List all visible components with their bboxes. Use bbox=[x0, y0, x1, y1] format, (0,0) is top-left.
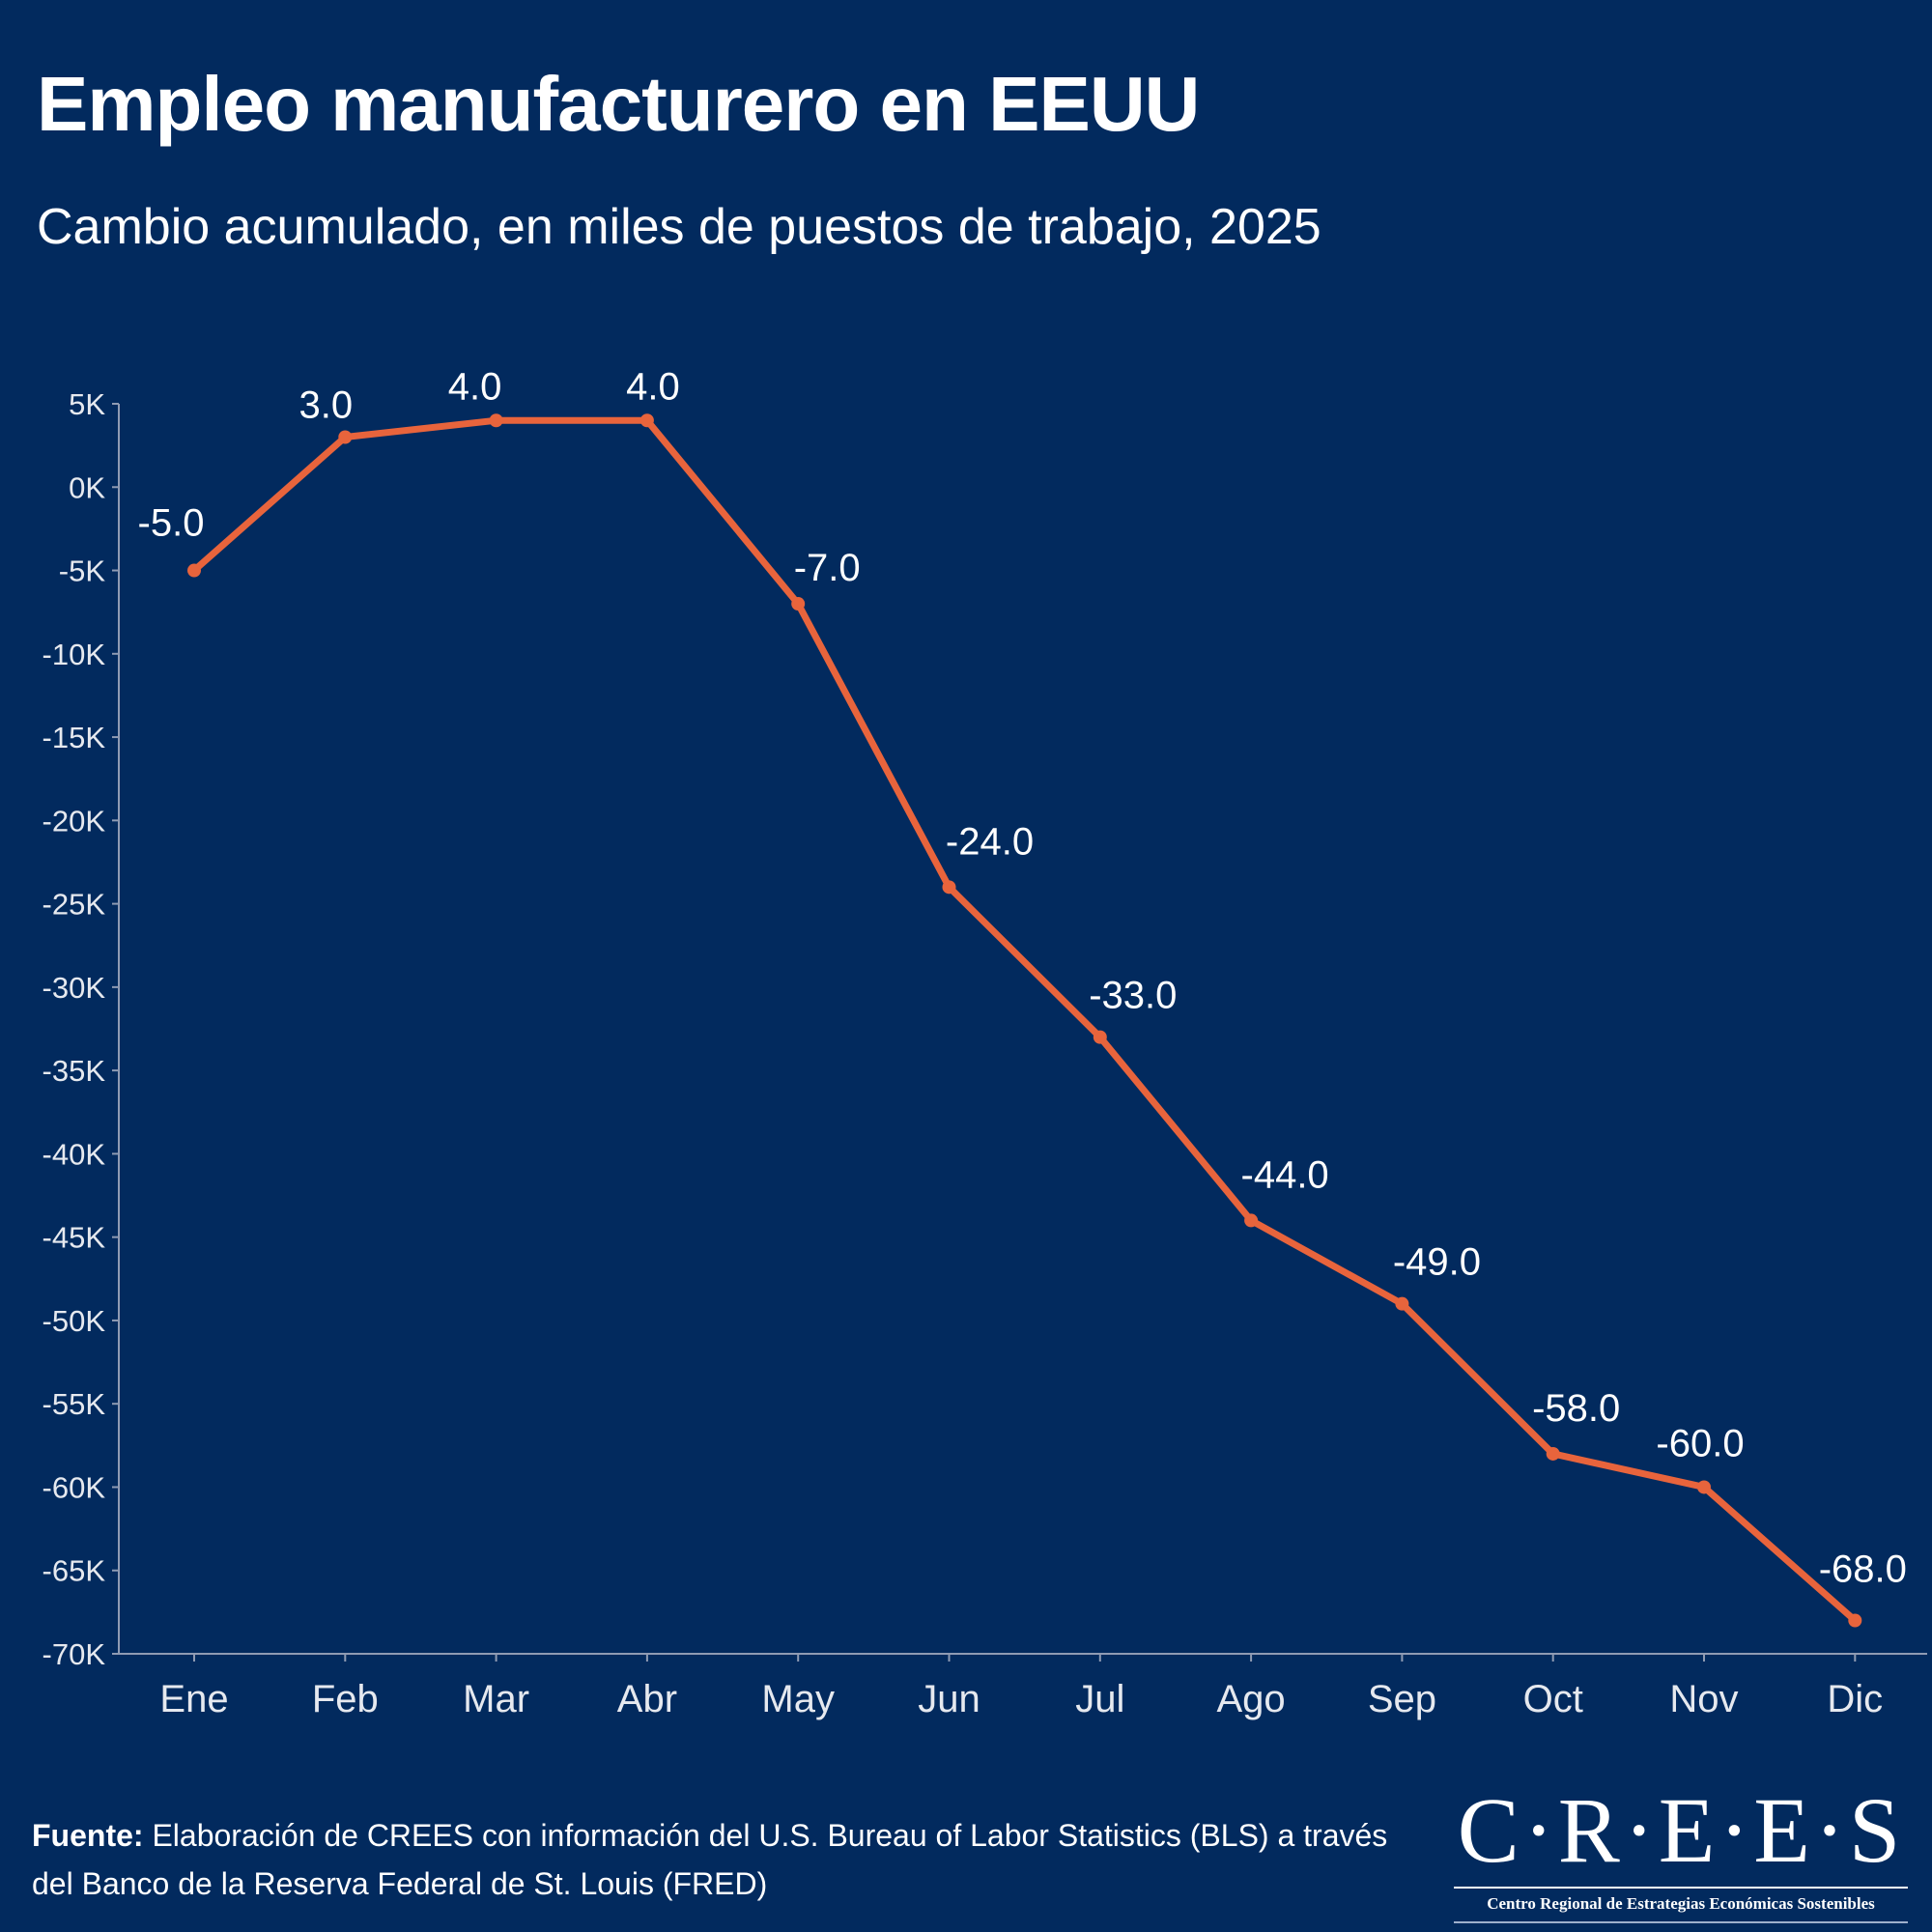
data-label: -33.0 bbox=[1089, 975, 1177, 1017]
x-tick-label: Nov bbox=[1669, 1678, 1738, 1720]
data-label: 3.0 bbox=[298, 384, 353, 427]
data-label: -58.0 bbox=[1532, 1387, 1620, 1430]
data-point bbox=[1093, 1030, 1107, 1044]
x-tick-label: May bbox=[761, 1678, 835, 1720]
data-point bbox=[942, 880, 956, 895]
data-point bbox=[187, 563, 201, 578]
y-tick-label: -50K bbox=[43, 1304, 106, 1338]
source-label: Fuente: bbox=[32, 1818, 144, 1853]
y-tick-label: -35K bbox=[43, 1054, 106, 1088]
logo-divider bbox=[1454, 1887, 1908, 1889]
data-label: 4.0 bbox=[626, 365, 680, 408]
data-point bbox=[791, 597, 806, 611]
series-line: -5.0 3.0 4.0 4.0 -7.0 -24.0 -33.0 -44.0 -49.0 -58… bbox=[138, 365, 1907, 1628]
y-tick-label: -30K bbox=[43, 971, 106, 1005]
x-tick-label: Dic bbox=[1827, 1678, 1883, 1720]
chart-subtitle: Cambio acumulado, en miles de puestos de… bbox=[37, 199, 1321, 255]
data-point bbox=[639, 413, 654, 428]
y-tick-label: -70K bbox=[43, 1637, 106, 1671]
logo-divider-bottom bbox=[1454, 1921, 1908, 1923]
data-point bbox=[489, 413, 503, 428]
data-point bbox=[338, 430, 353, 444]
data-label: -5.0 bbox=[138, 502, 205, 545]
data-label: -44.0 bbox=[1241, 1153, 1329, 1196]
x-tick-label: Abr bbox=[617, 1678, 677, 1720]
x-tick-label: Ago bbox=[1217, 1678, 1286, 1720]
x-tick-label: Jul bbox=[1075, 1678, 1124, 1720]
y-tick-label: -55K bbox=[43, 1387, 106, 1421]
y-tick-label: -20K bbox=[43, 804, 106, 838]
data-point bbox=[1546, 1446, 1560, 1461]
y-tick-label: -40K bbox=[43, 1137, 106, 1171]
logo-wordmark: C·R·E·E·S bbox=[1457, 1778, 1905, 1882]
y-tick-label: -45K bbox=[43, 1221, 106, 1255]
y-tick-label: -15K bbox=[43, 721, 106, 754]
crees-logo: C·R·E·E·S Centro Regional de Estrategias… bbox=[1454, 1782, 1908, 1923]
chart-title: Empleo manufacturero en EEUU bbox=[37, 61, 1200, 147]
x-tick-label: Jun bbox=[918, 1678, 980, 1720]
y-tick-label: -65K bbox=[43, 1554, 106, 1588]
data-label: -24.0 bbox=[946, 820, 1034, 863]
x-tick-label: Ene bbox=[159, 1678, 228, 1720]
data-point bbox=[1848, 1613, 1862, 1628]
data-label: -49.0 bbox=[1393, 1241, 1481, 1284]
data-line bbox=[191, 416, 1858, 1624]
y-tick-label: -25K bbox=[43, 888, 106, 922]
data-label: -60.0 bbox=[1656, 1422, 1744, 1464]
data-point bbox=[1395, 1296, 1409, 1311]
y-axis: 5K 0K -5K -10K -15K -20K -25K -30K -35K -40K -45K -… bbox=[43, 387, 120, 1671]
x-tick-label: Oct bbox=[1523, 1678, 1583, 1720]
line-chart: 5K0K-5K-10K-15K-20K-25K-30K-35K-40K-45K-… bbox=[43, 365, 1927, 1720]
y-tick-label: -60K bbox=[43, 1470, 106, 1504]
x-axis: Ene Feb Mar Abr May Jun Jul Ago Sep Oct Nov Dic bbox=[119, 1653, 1927, 1720]
data-label: -68.0 bbox=[1819, 1548, 1907, 1590]
source-text: Elaboración de CREES con información del… bbox=[32, 1818, 1388, 1901]
y-tick-label: 5K bbox=[69, 387, 105, 421]
data-label: 4.0 bbox=[448, 365, 502, 408]
y-tick-label: -5K bbox=[59, 554, 106, 588]
y-tick-label: -10K bbox=[43, 638, 106, 671]
x-tick-label: Sep bbox=[1368, 1678, 1436, 1720]
x-tick-label: Mar bbox=[463, 1678, 529, 1720]
logo-tagline: Centro Regional de Estrategias Económica… bbox=[1487, 1894, 1875, 1913]
source-note: Fuente: Elaboración de CREES con informa… bbox=[32, 1811, 1404, 1908]
x-tick-label: Feb bbox=[312, 1678, 379, 1720]
y-tick-label: 0K bbox=[69, 470, 105, 504]
data-point bbox=[1697, 1480, 1711, 1494]
data-point bbox=[1244, 1213, 1259, 1228]
data-label: -7.0 bbox=[794, 547, 861, 589]
